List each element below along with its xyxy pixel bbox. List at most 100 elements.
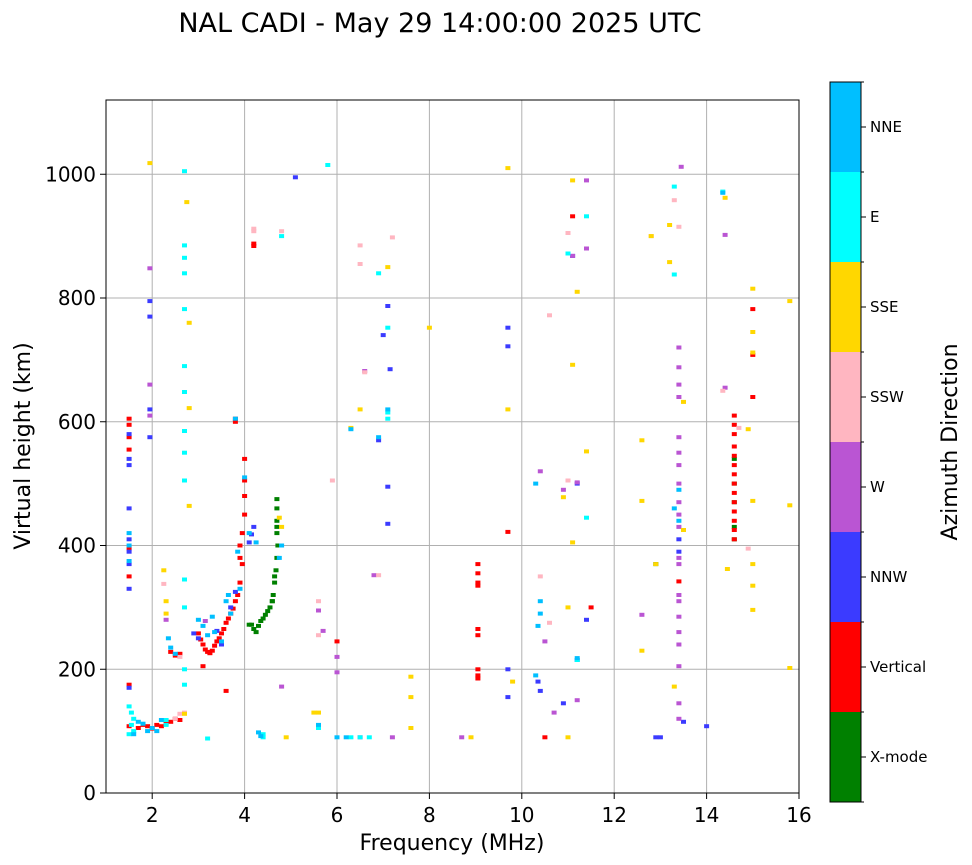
data-point	[237, 586, 243, 591]
data-point	[163, 718, 169, 722]
data-point	[147, 161, 153, 166]
data-point	[722, 195, 728, 200]
data-point	[376, 435, 382, 440]
data-point	[505, 344, 511, 349]
data-point	[676, 562, 682, 567]
data-point	[147, 382, 153, 387]
data-point	[126, 546, 132, 551]
data-point	[505, 407, 511, 412]
data-point	[267, 605, 273, 610]
data-point	[387, 367, 393, 372]
data-point	[177, 654, 183, 659]
x-axis-label: Frequency (MHz)	[360, 831, 545, 856]
data-point	[182, 577, 187, 582]
data-point	[584, 246, 589, 251]
data-point	[348, 427, 354, 432]
x-tick-label: 6	[331, 803, 344, 827]
data-point	[533, 673, 539, 678]
data-point	[676, 500, 682, 505]
data-point	[731, 481, 737, 486]
data-point	[182, 169, 187, 174]
data-point	[126, 574, 132, 579]
colorbar-segment	[830, 262, 861, 352]
data-point	[750, 286, 756, 291]
colorbar-tick-label: NNE	[870, 118, 902, 136]
data-point	[182, 271, 187, 276]
data-point	[676, 614, 682, 619]
data-point	[168, 645, 174, 650]
data-point	[329, 478, 335, 483]
data-point	[551, 710, 557, 715]
data-point	[584, 178, 589, 183]
data-point	[246, 531, 252, 536]
data-point	[676, 642, 682, 647]
data-point	[276, 515, 282, 520]
data-point	[195, 617, 201, 622]
x-tick-label: 12	[601, 803, 626, 827]
data-point	[750, 330, 756, 334]
data-point	[334, 670, 340, 675]
data-point	[389, 235, 395, 240]
data-point	[334, 654, 340, 659]
data-point	[131, 729, 137, 734]
data-point	[147, 299, 153, 304]
data-point	[126, 685, 132, 690]
data-point	[279, 234, 285, 239]
data-point	[140, 721, 146, 726]
data-point	[256, 730, 261, 735]
colorbar-tick-label: SSE	[870, 298, 899, 316]
data-point	[724, 567, 730, 571]
data-point	[376, 271, 382, 276]
data-point	[362, 370, 368, 375]
data-point	[212, 643, 218, 648]
y-tick-label: 200	[58, 657, 96, 681]
colorbar-segment	[830, 712, 861, 802]
data-point	[731, 456, 737, 461]
colorbar-segment	[830, 172, 861, 262]
data-point	[731, 422, 737, 427]
data-point	[251, 627, 257, 631]
data-point	[316, 726, 321, 730]
data-point	[676, 382, 682, 387]
data-point	[535, 623, 541, 628]
data-point	[135, 726, 141, 730]
data-point	[274, 518, 280, 523]
data-point	[385, 416, 391, 421]
data-point	[209, 648, 215, 653]
data-point	[269, 599, 275, 604]
data-point	[676, 579, 682, 584]
data-point	[547, 313, 552, 318]
data-point	[265, 609, 271, 614]
data-point	[475, 580, 481, 585]
colorbar-segment	[830, 442, 861, 532]
data-point	[565, 251, 571, 256]
data-point	[720, 388, 726, 393]
data-point	[745, 427, 751, 432]
data-point	[225, 616, 231, 621]
data-point	[186, 503, 192, 508]
data-point	[574, 656, 580, 661]
data-point	[177, 711, 183, 716]
data-point	[676, 716, 682, 721]
data-point	[135, 719, 141, 724]
data-point	[639, 438, 645, 443]
data-point	[205, 736, 211, 741]
data-point	[260, 616, 266, 621]
data-point	[676, 599, 682, 604]
data-point	[676, 512, 682, 517]
data-point	[163, 599, 169, 604]
data-point	[182, 682, 187, 687]
data-point	[750, 350, 756, 355]
data-point	[232, 419, 238, 424]
data-point	[154, 722, 160, 727]
data-point	[316, 710, 321, 715]
data-point	[279, 229, 285, 234]
data-point	[750, 352, 756, 357]
data-point	[145, 729, 151, 734]
colorbar-frame	[829, 81, 862, 803]
data-point	[565, 605, 571, 610]
data-point	[253, 630, 259, 635]
data-point	[232, 589, 238, 594]
data-point	[385, 265, 391, 270]
colorbar-segment	[830, 622, 861, 712]
